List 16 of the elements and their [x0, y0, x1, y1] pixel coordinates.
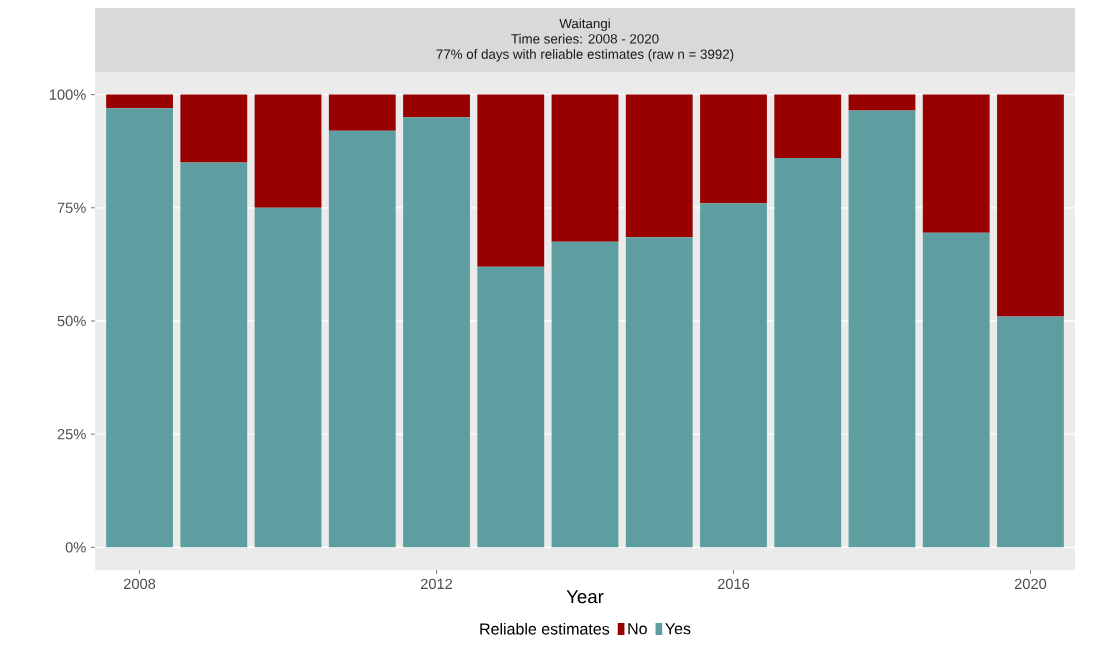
chart-subtitle: Time series: 2008 - 2020 [511, 33, 659, 44]
y-tick-label: 50% [57, 315, 86, 327]
y-tick-label: 100% [49, 89, 86, 100]
legend-title: Reliable estimates [480, 622, 610, 635]
x-tick-label: 2016 [717, 578, 750, 590]
x-axis-title: Year [566, 590, 604, 604]
text: 77% of days with reliable estimates (raw n = 3992) [436, 49, 734, 62]
y-tick-label: 75% [57, 202, 86, 213]
x-tick-label: 2020 [1014, 578, 1047, 590]
x-tick-label: 2008 [123, 578, 156, 590]
y-tick-label: 0% [65, 542, 86, 553]
legend-label: Yes [665, 623, 691, 635]
y-tick-label: 25% [57, 428, 86, 440]
legend-label: No [628, 623, 647, 635]
chart-title: Waitangi [559, 18, 610, 31]
x-tick-label: 2012 [420, 578, 453, 590]
